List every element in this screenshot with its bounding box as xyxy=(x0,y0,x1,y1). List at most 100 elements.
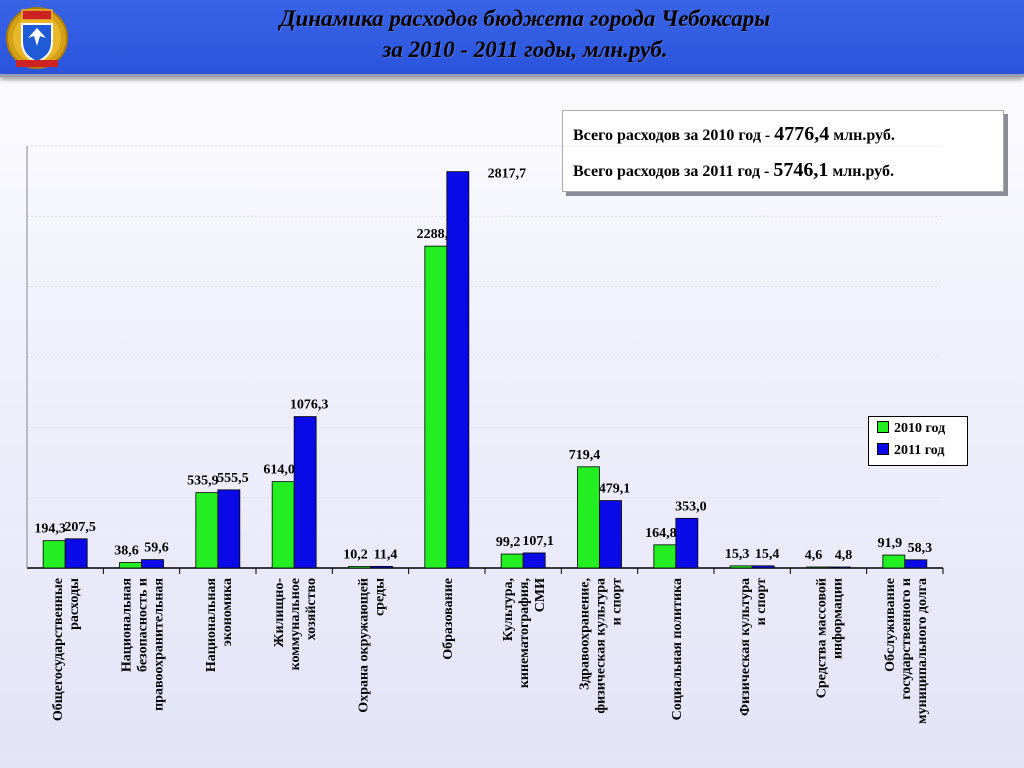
data-label-2011: 15,4 xyxy=(755,547,780,562)
category-label: Средства массовой информации xyxy=(815,578,846,698)
category-label: Охрана окружающей среды xyxy=(357,578,388,713)
category-label-line: Здравоохранение, xyxy=(578,578,593,690)
header-bar: Динамика расходов бюджета города Чебокса… xyxy=(0,0,1024,77)
category-label-line: и спорт xyxy=(610,578,625,625)
data-label-2010: 38,6 xyxy=(114,544,139,559)
bar-2010 xyxy=(729,565,753,569)
data-label-2011: 58,3 xyxy=(908,541,933,556)
category-label: Национальная безопасность и правоохранител… xyxy=(120,578,167,711)
data-label-2010: 614,0 xyxy=(263,463,295,478)
page-title: Динамика расходов бюджета города Чебокса… xyxy=(279,6,771,31)
chart-legend: 2010 год 2011 год xyxy=(868,416,968,466)
data-label-2010: 2288,2 xyxy=(417,227,456,242)
data-label-2011: 4,8 xyxy=(835,548,853,563)
legend-swatch-2011 xyxy=(877,443,889,455)
total-2011-prefix: Всего расходов за 2011 год - xyxy=(573,163,774,180)
bar-2010 xyxy=(806,566,829,569)
category-label-line: Социальная политика xyxy=(670,578,685,720)
total-2011-value: 5746,1 xyxy=(773,159,829,181)
data-label-2011: 207,5 xyxy=(64,520,96,535)
bar-2011 xyxy=(217,489,241,569)
category-label: Образование xyxy=(441,578,456,660)
bar-2011 xyxy=(293,416,317,569)
bar-2011 xyxy=(446,171,470,569)
bar-2011 xyxy=(751,565,775,569)
total-2011-suffix: млн.руб. xyxy=(828,163,894,180)
data-label-2010: 15,3 xyxy=(725,547,750,562)
data-label-2011: 11,4 xyxy=(374,547,398,562)
category-label-line: правоохранительная xyxy=(152,578,167,711)
data-label-2010: 164,8 xyxy=(645,526,677,541)
bar-2010 xyxy=(424,245,448,569)
total-2011-row: Всего расходов за 2011 год - 5746,1 млн.… xyxy=(573,159,894,182)
category-label-line: кинематография, xyxy=(517,578,532,688)
category-label: Социальная политика xyxy=(670,578,685,720)
bar-2010 xyxy=(271,481,295,569)
data-label-2011: 107,1 xyxy=(522,534,554,549)
bar-2010 xyxy=(500,553,524,569)
category-label-line: и спорт xyxy=(754,578,769,625)
data-label-2010: 4,6 xyxy=(805,548,823,563)
page-subtitle: за 2010 - 2011 годы, млн.руб. xyxy=(382,37,668,62)
bar-2011 xyxy=(141,559,164,569)
data-label-2010: 535,9 xyxy=(187,474,219,489)
data-label-2011: 59,6 xyxy=(144,541,169,556)
total-2010-prefix: Всего расходов за 2010 год - xyxy=(573,127,775,144)
bar-2010 xyxy=(348,566,371,569)
data-label-2010: 99,2 xyxy=(496,535,521,550)
category-label-line: коммунальное xyxy=(288,578,303,670)
city-coat-of-arms-icon xyxy=(6,7,68,69)
bar-2010 xyxy=(577,466,600,569)
data-label-2011: 479,1 xyxy=(599,482,631,497)
bar-2011 xyxy=(522,552,546,569)
category-label-line: расходы xyxy=(67,578,82,630)
bar-2010 xyxy=(882,554,906,569)
category-label-line: физическая культура xyxy=(594,578,609,714)
data-label-2010: 10,2 xyxy=(343,548,368,563)
category-label-line: Культура, xyxy=(501,578,516,641)
category-label-line: Обслуживание xyxy=(883,578,898,672)
category-label-line: Охрана окружающей xyxy=(357,578,372,713)
category-label: Культура, кинематография, СМИ xyxy=(501,578,548,688)
legend-label-2010: 2010 год xyxy=(894,421,946,436)
data-label-2011: 1076,3 xyxy=(290,398,329,413)
category-label-line: экономика xyxy=(220,578,235,646)
category-label: Жилищно-коммунальное хозяйство xyxy=(272,578,319,671)
category-label-line: Физическая культура xyxy=(738,578,753,716)
legend-item-2010: 2010 год xyxy=(877,421,945,437)
total-2010-row: Всего расходов за 2010 год - 4776,4 млн.… xyxy=(573,123,895,146)
category-label-line: государственного и xyxy=(899,578,914,700)
category-label-line: Национальная xyxy=(204,578,219,673)
bar-2010 xyxy=(42,540,66,569)
category-label-line: Общегосударственные xyxy=(51,578,66,721)
category-label-line: Средства массовой xyxy=(815,578,830,698)
data-label-2011: 2817,7 xyxy=(488,167,527,182)
data-label-2011: 555,5 xyxy=(217,471,249,486)
bar-2011 xyxy=(828,566,851,569)
category-label-line: Жилищно- xyxy=(272,578,287,648)
category-label-line: безопасность и xyxy=(136,578,151,672)
legend-label-2011: 2011 год xyxy=(894,443,945,458)
bar-2010 xyxy=(653,544,677,569)
legend-item-2011: 2011 год xyxy=(877,443,944,459)
totals-box: Всего расходов за 2010 год - 4776,4 млн.… xyxy=(562,110,1004,192)
data-label-2010: 194,3 xyxy=(34,522,66,537)
bar-2011 xyxy=(370,565,393,569)
bar-2011 xyxy=(64,538,88,569)
data-label-2010: 719,4 xyxy=(569,448,601,463)
category-label: Общегосударственные расходы xyxy=(51,578,82,721)
category-label: Национальная экономика xyxy=(204,578,235,673)
category-label: Обслуживание государственного и муниципаль… xyxy=(883,578,930,724)
bar-2011 xyxy=(904,559,928,569)
data-label-2010: 91,9 xyxy=(878,536,903,551)
total-2010-value: 4776,4 xyxy=(774,123,830,145)
category-label-line: среды xyxy=(373,578,388,616)
category-label-line: Образование xyxy=(441,578,456,660)
category-label-line: СМИ xyxy=(533,578,548,612)
legend-swatch-2010 xyxy=(877,421,889,433)
data-label-2011: 353,0 xyxy=(675,499,707,514)
category-label-line: муниципального долга xyxy=(915,578,930,724)
category-label-line: Национальная xyxy=(120,578,135,673)
bar-2011 xyxy=(675,517,699,569)
